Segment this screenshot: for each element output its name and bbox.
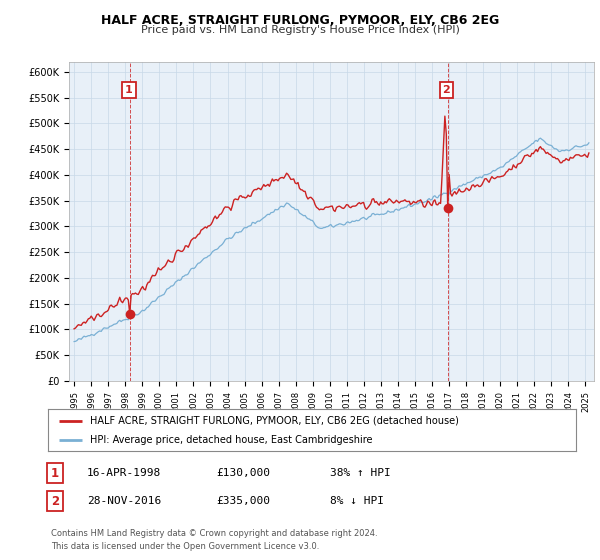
Text: 1: 1 [125,85,133,95]
Text: HALF ACRE, STRAIGHT FURLONG, PYMOOR, ELY, CB6 2EG: HALF ACRE, STRAIGHT FURLONG, PYMOOR, ELY… [101,14,499,27]
Text: 2: 2 [51,494,59,508]
Text: Contains HM Land Registry data © Crown copyright and database right 2024.
This d: Contains HM Land Registry data © Crown c… [51,529,377,550]
Text: 28-NOV-2016: 28-NOV-2016 [87,496,161,506]
Text: 1: 1 [51,466,59,480]
Text: 8% ↓ HPI: 8% ↓ HPI [330,496,384,506]
Text: 16-APR-1998: 16-APR-1998 [87,468,161,478]
Text: £130,000: £130,000 [216,468,270,478]
Text: Price paid vs. HM Land Registry's House Price Index (HPI): Price paid vs. HM Land Registry's House … [140,25,460,35]
Text: £335,000: £335,000 [216,496,270,506]
Text: HALF ACRE, STRAIGHT FURLONG, PYMOOR, ELY, CB6 2EG (detached house): HALF ACRE, STRAIGHT FURLONG, PYMOOR, ELY… [90,416,459,426]
Text: 2: 2 [442,85,450,95]
Text: HPI: Average price, detached house, East Cambridgeshire: HPI: Average price, detached house, East… [90,435,373,445]
Text: 38% ↑ HPI: 38% ↑ HPI [330,468,391,478]
